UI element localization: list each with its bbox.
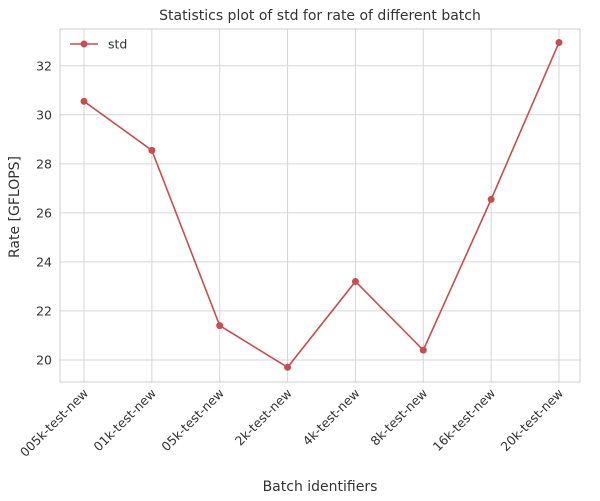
y-axis-ticks: 20 22 24 26 28 30 32 [36, 58, 52, 367]
data-point [419, 346, 427, 354]
grid [60, 29, 580, 382]
chart-title: Statistics plot of std for rate of diffe… [159, 8, 481, 24]
series-line-std [83, 42, 560, 369]
x-tick-label: 05k-test-new [158, 386, 227, 455]
x-tick-label: 8k-test-new [367, 386, 430, 449]
legend-label: std [108, 37, 127, 52]
x-axis-label: Batch identifiers [263, 479, 378, 495]
x-tick-label: 2k-test-new [232, 386, 295, 449]
x-tick-label: 4k-test-new [300, 386, 363, 449]
series [80, 38, 563, 371]
y-tick-label: 24 [36, 254, 52, 269]
y-tick-label: 32 [36, 58, 52, 73]
y-axis-label: Rate [GFLOPS] [7, 156, 23, 258]
legend-marker [80, 40, 88, 48]
data-point [555, 38, 563, 46]
x-tick-label: 005k-test-new [17, 386, 91, 460]
y-tick-label: 28 [36, 156, 52, 171]
x-tick-label: 16k-test-new [430, 386, 499, 455]
plot-frame [59, 28, 581, 383]
y-tick-label: 22 [36, 303, 52, 318]
data-point [487, 195, 495, 203]
y-tick-label: 30 [36, 107, 52, 122]
y-tick-label: 26 [36, 205, 52, 220]
legend: std [70, 37, 127, 52]
x-tick-label: 01k-test-new [90, 386, 159, 455]
x-axis-ticks: 005k-test-new 01k-test-new 05k-test-new 2k-… [17, 386, 566, 460]
data-point [216, 322, 224, 330]
data-point [284, 363, 292, 371]
data-point [148, 146, 156, 154]
data-point [351, 277, 359, 285]
data-point [80, 97, 88, 105]
x-tick-label: 20k-test-new [498, 386, 567, 455]
y-tick-label: 20 [36, 352, 52, 367]
